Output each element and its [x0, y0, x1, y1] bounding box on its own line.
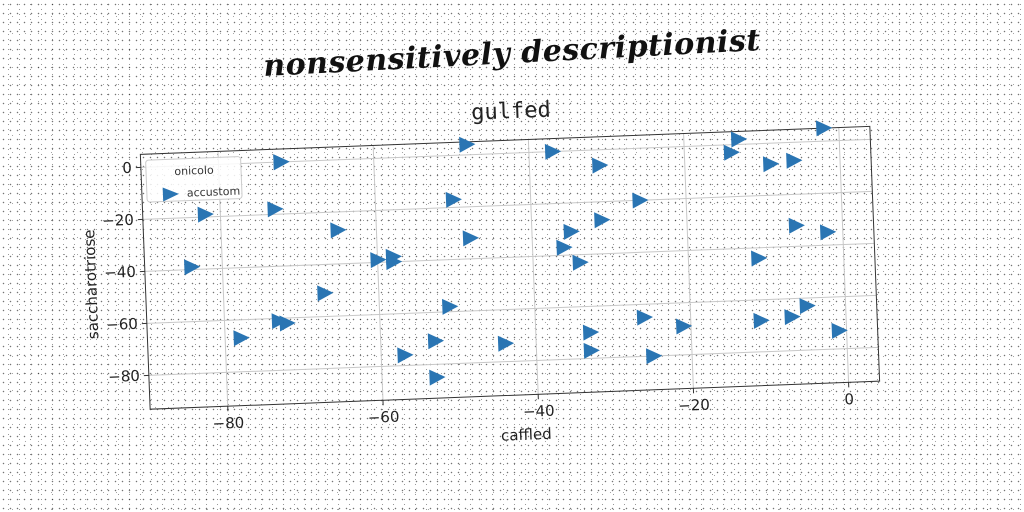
data-point — [582, 324, 600, 341]
y-tick-label: 0 — [122, 159, 132, 177]
data-point — [330, 222, 347, 239]
y-tick-label: −60 — [106, 315, 138, 334]
x-tick-label: −20 — [678, 396, 710, 415]
data-point — [445, 191, 462, 208]
data-point — [753, 312, 770, 329]
x-axis-label: caffled — [501, 425, 552, 445]
data-points — [184, 120, 848, 386]
data-point — [267, 201, 284, 218]
chart-title: gulfed — [471, 98, 551, 126]
data-point — [279, 315, 296, 332]
plot-frame — [139, 125, 881, 410]
data-point — [459, 136, 476, 153]
grid-line-x — [527, 139, 539, 395]
data-point — [317, 285, 334, 302]
y-tick-label: −80 — [108, 367, 140, 386]
data-point — [815, 120, 833, 137]
data-point — [462, 230, 479, 247]
data-point — [572, 254, 589, 271]
data-point — [675, 318, 693, 335]
data-point — [594, 212, 611, 229]
data-point — [762, 156, 780, 173]
data-point — [563, 223, 580, 240]
data-point — [442, 298, 459, 315]
data-point — [786, 152, 803, 169]
grid-line-y — [148, 346, 879, 376]
data-point — [645, 348, 663, 365]
grid-line-y — [142, 190, 873, 220]
x-tick-label: −60 — [367, 408, 399, 427]
x-tick-label: 0 — [844, 390, 854, 408]
y-tick-label: −20 — [102, 211, 134, 230]
data-point — [427, 333, 445, 350]
data-point — [233, 330, 250, 347]
grid-line-x — [683, 133, 694, 389]
x-tick-label: −40 — [523, 402, 555, 421]
data-point — [429, 369, 446, 386]
legend-marker — [162, 187, 179, 202]
data-point — [370, 252, 387, 269]
data-point — [632, 192, 649, 209]
data-point — [730, 131, 748, 148]
grid-line-y — [146, 294, 877, 324]
grid-line-x — [372, 145, 384, 401]
data-point — [385, 254, 403, 271]
legend: onicolo accustom — [145, 156, 243, 203]
data-point — [184, 259, 201, 276]
data-point — [819, 224, 837, 241]
data-point — [751, 250, 768, 267]
grid-line-y — [144, 242, 875, 272]
data-point — [723, 144, 740, 161]
data-point — [583, 342, 600, 359]
legend-title: onicolo — [174, 164, 214, 179]
data-point — [197, 206, 214, 223]
y-axis-label: saccharotriose — [80, 229, 102, 339]
data-point — [784, 309, 801, 326]
data-point — [799, 298, 816, 315]
grid-lines — [140, 127, 879, 407]
data-point — [831, 322, 848, 339]
data-point — [497, 335, 515, 352]
data-point — [544, 143, 562, 160]
data-point — [556, 239, 573, 256]
grid-line-y — [140, 138, 871, 168]
data-point — [397, 347, 414, 364]
x-tick-label: −80 — [212, 414, 244, 433]
data-point — [273, 154, 290, 171]
legend-entry-accustom: accustom — [187, 185, 241, 200]
data-point — [636, 309, 654, 326]
data-point — [592, 157, 609, 174]
y-tick-label: −40 — [104, 263, 136, 282]
grid-line-x — [838, 127, 850, 383]
axis-ticks: −80 −60 −40 −20 0 0 −20 −40 −60 −80 — [102, 159, 854, 433]
data-point — [788, 217, 805, 234]
